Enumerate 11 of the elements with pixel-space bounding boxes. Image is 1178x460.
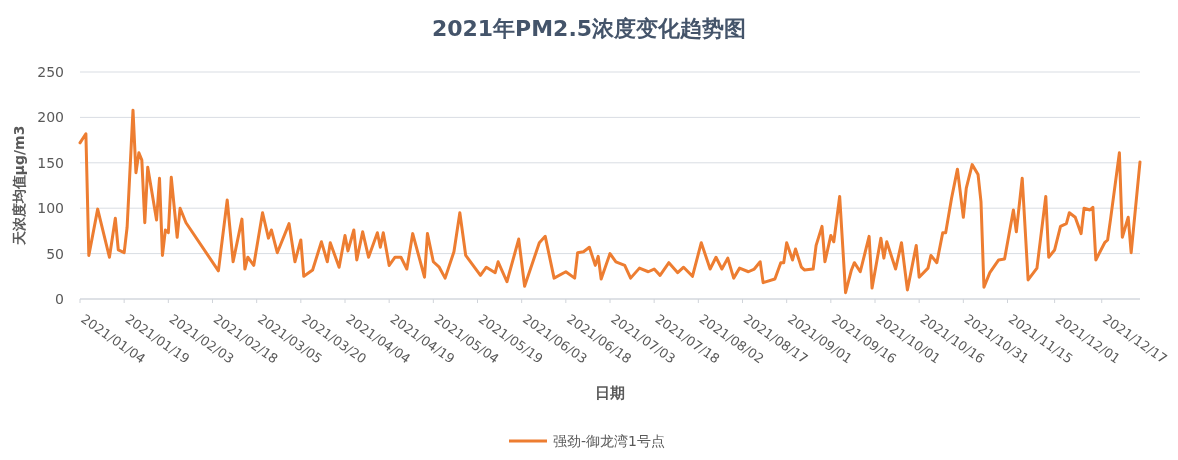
y-axis-title: 天浓度均值μg/m3 <box>11 125 27 247</box>
y-tick-label: 0 <box>55 291 64 307</box>
chart-title: 2021年PM2.5浓度变化趋势图 <box>431 16 747 41</box>
x-axis-title: 日期 <box>595 384 625 402</box>
y-tick-label: 200 <box>37 109 64 126</box>
y-tick-label: 100 <box>37 200 64 217</box>
y-tick-label: 250 <box>37 64 64 80</box>
y-tick-label: 50 <box>46 245 64 262</box>
legend-label: 强劲-御龙湾1号点 <box>553 433 665 449</box>
line-series <box>78 108 1142 295</box>
y-tick-label: 150 <box>37 154 64 171</box>
